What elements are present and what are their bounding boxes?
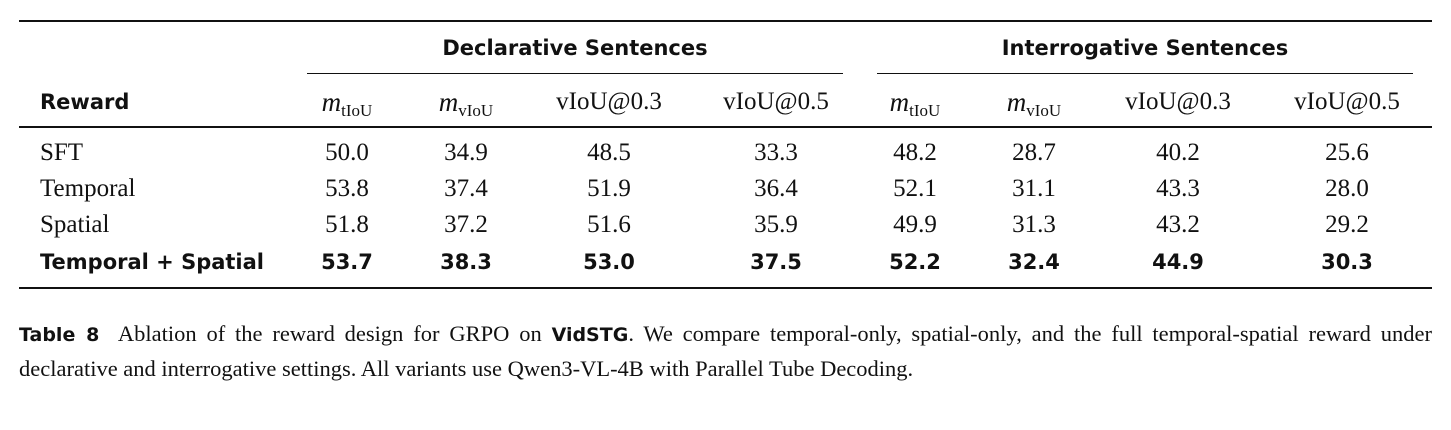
table-cell: 28.0: [1325, 175, 1369, 202]
caption-text: . We compare temporal-only, spatial-only…: [19, 321, 1432, 381]
row-label: SFT: [40, 139, 84, 166]
table-cell: 43.3: [1156, 175, 1200, 202]
math-base: m: [438, 87, 459, 117]
column-header: vIoU@0.3: [1125, 88, 1231, 115]
table-cell: 34.9: [444, 139, 488, 166]
table-cell: 52.1: [893, 175, 937, 202]
column-header: mvIoU: [1006, 85, 1062, 120]
table-cell: 35.9: [754, 211, 798, 238]
table-cell: 48.5: [587, 139, 631, 166]
math-sub: tIoU: [341, 101, 373, 120]
column-header: vIoU@0.5: [723, 88, 829, 115]
column-header: vIoU@0.5: [1294, 88, 1400, 115]
table-cell: 31.1: [1012, 175, 1056, 202]
table-cell: 48.2: [893, 139, 937, 166]
column-header: vIoU@0.3: [556, 88, 662, 115]
table-cell: 51.8: [325, 211, 369, 238]
column-header: mvIoU: [438, 85, 494, 120]
bottom-rule: [19, 287, 1432, 289]
math-base: m: [1006, 87, 1027, 117]
table-cell: 36.4: [754, 175, 798, 202]
group-header: Declarative Sentences: [442, 36, 708, 60]
table-cell: 32.4: [1008, 250, 1060, 274]
table-cell: 49.9: [893, 211, 937, 238]
column-header: Reward: [40, 90, 130, 114]
table-cell: 37.5: [750, 250, 802, 274]
table-cell: 40.2: [1156, 139, 1200, 166]
table-cell: 25.6: [1325, 139, 1369, 166]
table-cell: 50.0: [325, 139, 369, 166]
caption-label: Table 8: [19, 324, 100, 346]
column-header: mtIoU: [321, 85, 373, 120]
table-cell: 37.4: [444, 175, 488, 202]
row-label: Temporal + Spatial: [40, 250, 264, 274]
column-header: mtIoU: [889, 85, 941, 120]
group-rule: [307, 73, 843, 74]
math-sub: tIoU: [909, 101, 941, 120]
math-sub: vIoU: [458, 101, 494, 120]
table-cell: 53.0: [583, 250, 635, 274]
table-cell: 51.6: [587, 211, 631, 238]
table-cell: 28.7: [1012, 139, 1056, 166]
table-cell: 53.8: [325, 175, 369, 202]
table-cell: 52.2: [889, 250, 941, 274]
table-cell: 53.7: [321, 250, 373, 274]
caption: Table 8 Ablation of the reward design fo…: [19, 317, 1432, 385]
row-label: Temporal: [40, 175, 136, 202]
table-cell: 33.3: [754, 139, 798, 166]
table-cell: 38.3: [440, 250, 492, 274]
table-cell: 31.3: [1012, 211, 1056, 238]
mid-rule: [19, 126, 1432, 128]
table-cell: 37.2: [444, 211, 488, 238]
table-cell: 30.3: [1321, 250, 1373, 274]
math-base: m: [321, 87, 342, 117]
math-sub: vIoU: [1026, 101, 1062, 120]
top-rule: [19, 20, 1432, 22]
table-cell: 44.9: [1152, 250, 1204, 274]
caption-text: Ablation of the reward design for GRPO o…: [117, 321, 552, 346]
table-cell: 51.9: [587, 175, 631, 202]
row-label: Spatial: [40, 211, 110, 238]
caption-dataset: VidSTG: [551, 324, 629, 346]
table-cell: 43.2: [1156, 211, 1200, 238]
group-header: Interrogative Sentences: [1001, 36, 1289, 60]
math-base: m: [889, 87, 910, 117]
group-rule: [877, 73, 1413, 74]
table-cell: 29.2: [1325, 211, 1369, 238]
